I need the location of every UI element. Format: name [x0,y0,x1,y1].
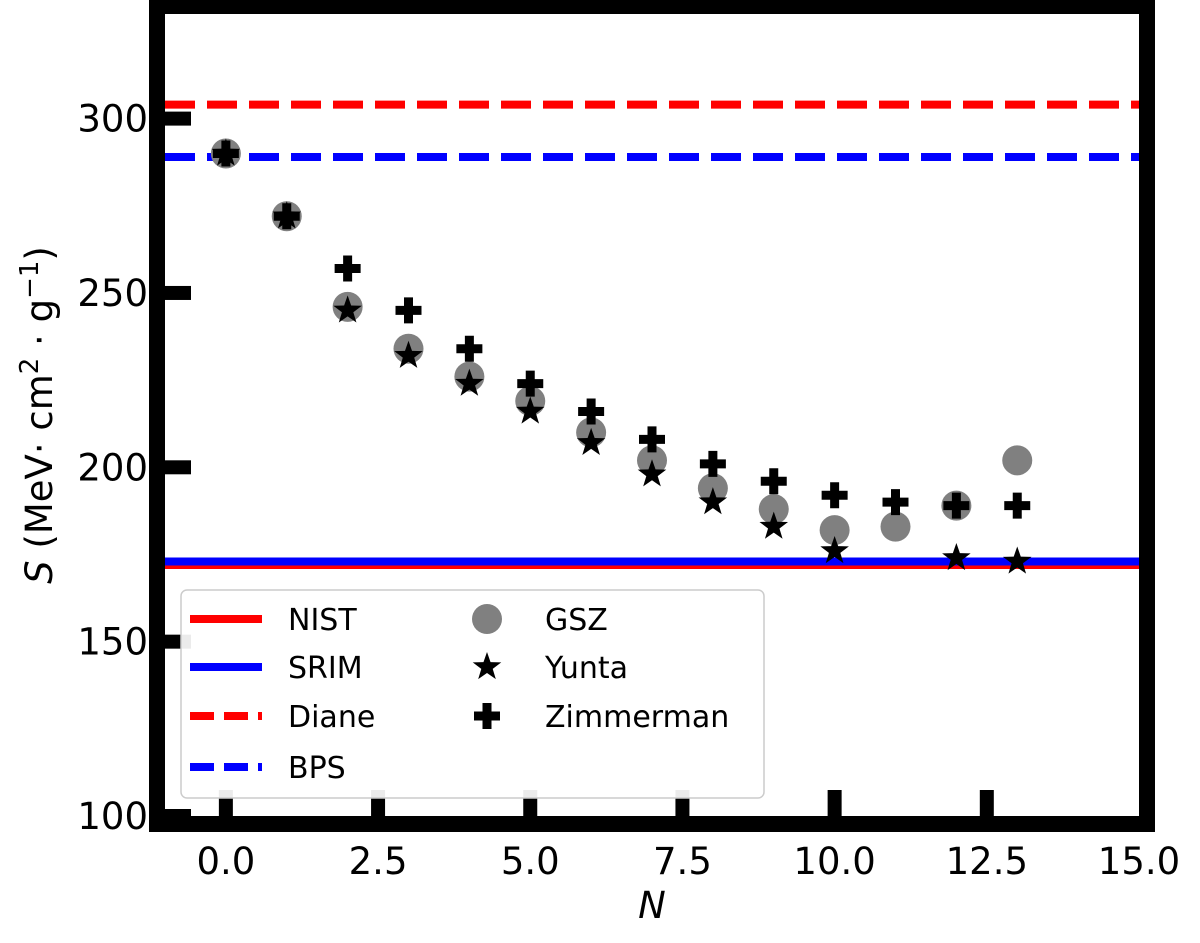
legend-handle-zimmerman [474,703,500,729]
yunta-point [455,368,484,396]
yunta-point [1002,546,1032,574]
y-axis-label-text: S (MeV· cm2 · g−1) [15,246,61,584]
x-tick-label: 0.0 [196,840,255,883]
plot-frame [149,0,1155,832]
yunta-point [759,511,789,539]
x-tick-label: 5.0 [501,840,560,883]
legend-label-bps: BPS [288,751,346,786]
zimmerman-point [699,450,726,477]
reference-lines [165,100,1139,569]
yunta-point [637,459,667,487]
zimmerman-point [821,482,848,509]
series-gsz [210,138,1033,546]
legend: NIST SRIM Diane BPS GSZ Yunta Zimmerman [180,589,765,799]
yunta-point [698,487,728,515]
yunta-point [942,542,971,571]
x-tick-label: 2.5 [349,840,408,883]
legend-label-srim: SRIM [288,651,363,686]
legend-label-nist: NIST [288,603,357,638]
zimmerman-point [882,489,909,516]
zimmerman-point [334,255,361,282]
zimmerman-point [639,426,665,453]
x-tick-label: 15.0 [1098,840,1180,883]
legend-label-gsz: GSZ [545,603,608,638]
y-tick-label: 100 [77,795,148,838]
yunta-point [820,535,849,564]
y-tick [165,111,191,126]
yunta-point [394,340,423,368]
zimmerman-point [578,398,605,425]
gsz-point [758,494,789,525]
zimmerman-point [1004,492,1031,519]
x-axis-label: N [638,884,666,927]
tick-labels: 0.0 2.5 5.0 7.5 10.0 12.5 15.0 100 150 200 250 300 [77,98,1180,883]
legend-label-diane: Diane [288,700,375,735]
zimmerman-point [760,468,787,495]
y-tick-label: 150 [77,621,148,664]
legend-handle-yunta [472,652,502,680]
y-tick-label: 200 [77,446,148,489]
yunta-point [576,427,606,456]
gsz-point [1002,445,1033,476]
y-tick [165,285,191,300]
x-tick [979,790,994,816]
gsz-point [819,515,850,546]
zimmerman-point [395,297,422,324]
gsz-point [880,511,911,542]
legend-box [180,589,765,799]
series-yunta [211,138,1032,574]
legend-label-zimmerman: Zimmerman [545,700,729,735]
y-tick-label: 300 [77,98,148,141]
yunta-point [333,295,362,323]
legend-handle-gsz [472,604,502,634]
legend-label-yunta: Yunta [544,651,628,686]
zimmerman-point [456,335,483,362]
zimmerman-point [273,203,300,230]
zimmerman-point [943,492,970,519]
zimmerman-point [517,370,544,397]
y-tick-label: 250 [77,272,148,315]
zimmerman-point [212,140,239,167]
x-tick-label: 7.5 [653,840,712,883]
x-tick-label: 10.0 [793,840,875,883]
data-markers [210,138,1033,574]
x-tick-label: 12.5 [946,840,1028,883]
y-axis-label: S (MeV· cm2 · g−1) [15,246,61,584]
x-tick [827,790,842,816]
yunta-point [515,396,545,424]
y-tick [165,460,191,475]
series-zimmerman [212,140,1031,519]
